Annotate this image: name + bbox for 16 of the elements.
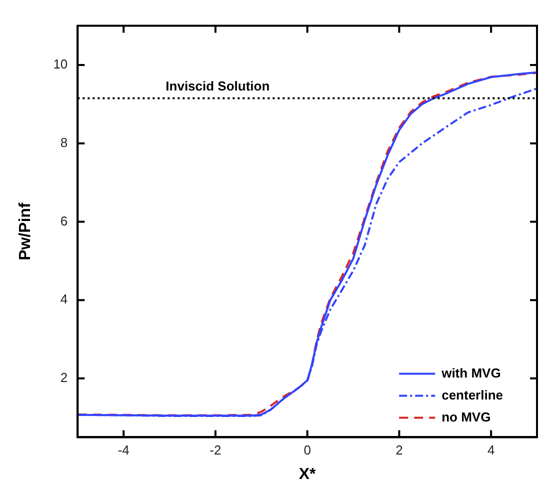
y-tick-label: 6	[60, 213, 68, 228]
y-axis-title: Pw/Pinf	[17, 202, 34, 260]
y-tick-label: 4	[60, 292, 68, 307]
x-tick-label: 0	[304, 442, 311, 458]
x-tick-label: 4	[487, 442, 495, 458]
x-axis-title: X*	[298, 466, 317, 483]
y-tick-label: 10	[53, 56, 68, 72]
x-tick-label: 2	[396, 442, 403, 458]
x-tick-label: -4	[118, 442, 130, 458]
y-tick-label: 2	[60, 370, 68, 386]
y-tick-label: 8	[60, 134, 68, 150]
legend-label: no MVG	[442, 409, 491, 424]
legend-label: centerline	[442, 387, 504, 402]
ref-line-label: Inviscid Solution	[166, 78, 270, 94]
x-tick-label: -2	[210, 442, 222, 458]
legend-label: with MVG	[440, 365, 501, 380]
